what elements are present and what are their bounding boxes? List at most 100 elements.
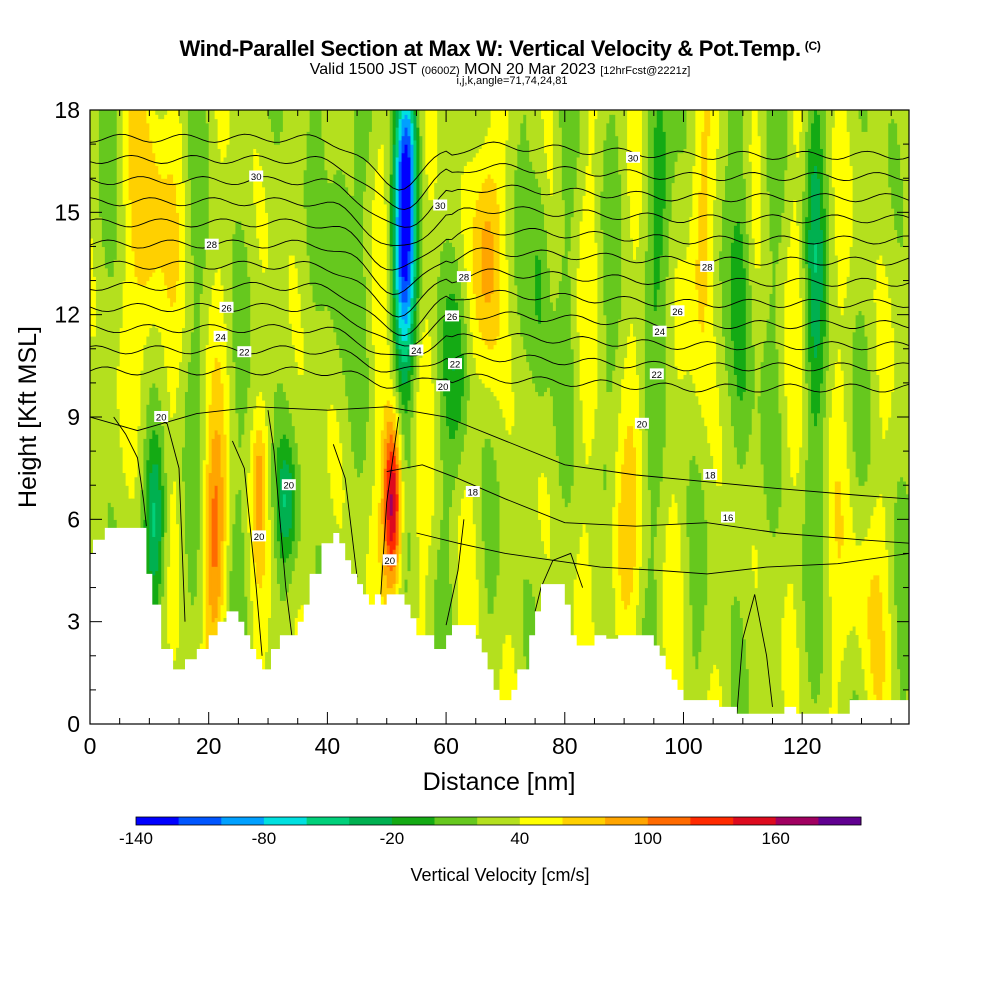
w-cell — [398, 434, 403, 461]
w-cell — [674, 502, 679, 724]
w-cell — [431, 382, 435, 516]
w-cell — [389, 468, 394, 495]
w-cell — [882, 438, 886, 508]
w-cell — [555, 297, 560, 456]
w-cell — [279, 438, 284, 469]
w-cell — [772, 536, 777, 724]
w-cell — [781, 110, 785, 213]
w-cell — [665, 110, 670, 277]
w-cell — [526, 110, 530, 141]
w-cell — [849, 506, 854, 631]
w-cell — [508, 335, 512, 435]
w-cell — [181, 446, 186, 482]
w-cell — [395, 446, 400, 465]
w-cell — [104, 267, 109, 674]
w-cell — [751, 344, 756, 410]
w-cell — [594, 118, 599, 243]
w-cell — [273, 110, 278, 145]
w-cell — [395, 225, 400, 290]
w-cell — [650, 110, 655, 724]
w-cell — [383, 110, 388, 205]
w-cell — [297, 110, 302, 294]
w-cell — [825, 110, 830, 175]
w-cell — [309, 110, 314, 286]
w-cell — [487, 438, 492, 614]
w-cell — [181, 182, 186, 329]
w-cell — [733, 225, 738, 375]
w-cell — [167, 173, 171, 299]
w-cell — [751, 237, 756, 346]
w-cell — [392, 429, 397, 444]
w-cell — [796, 472, 800, 648]
w-cell — [205, 122, 210, 239]
w-cell — [541, 472, 545, 542]
w-cell — [404, 301, 409, 324]
w-cell — [285, 399, 290, 439]
colorbar-swatch — [519, 817, 563, 825]
w-cell — [167, 110, 171, 175]
w-cell — [802, 110, 806, 192]
w-cell — [867, 527, 872, 597]
w-cell — [365, 553, 370, 606]
w-cell — [431, 110, 435, 201]
w-cell — [870, 579, 874, 674]
w-cell — [736, 220, 741, 397]
w-cell — [146, 280, 150, 337]
forecast-info: [12hrFcst@2221z] — [600, 65, 691, 77]
isentrope-label-bg — [219, 301, 234, 313]
w-cell — [523, 114, 527, 350]
w-cell — [389, 540, 394, 559]
w-cell — [582, 195, 587, 444]
w-cell — [137, 284, 142, 427]
w-cell — [425, 173, 429, 320]
w-cell — [179, 110, 183, 124]
isentrope-line — [90, 133, 909, 191]
w-cell — [544, 391, 548, 478]
w-cell — [454, 259, 459, 303]
w-cell — [552, 425, 557, 724]
w-cell — [469, 493, 474, 708]
w-cell — [392, 144, 397, 299]
w-cell — [624, 438, 628, 610]
w-cell — [739, 233, 744, 401]
w-cell — [843, 647, 848, 724]
w-cell — [538, 476, 542, 520]
w-cell — [137, 110, 142, 286]
w-cell — [757, 110, 762, 137]
w-cell — [713, 199, 717, 337]
w-cell — [713, 664, 717, 724]
w-cell — [155, 570, 159, 606]
w-cell — [404, 340, 409, 363]
w-cell — [653, 110, 658, 128]
w-cell — [398, 161, 403, 277]
w-cell — [368, 515, 373, 648]
w-cell — [422, 331, 426, 724]
w-cell — [164, 532, 168, 724]
w-cell — [276, 446, 281, 542]
w-cell — [392, 472, 397, 533]
w-cell — [389, 451, 394, 469]
w-cell — [161, 485, 165, 537]
w-cell — [861, 668, 866, 724]
w-cell — [517, 314, 521, 712]
w-cell — [526, 139, 530, 363]
w-cell — [745, 233, 750, 452]
w-cell — [787, 583, 791, 724]
w-cell — [143, 438, 147, 520]
w-cell — [271, 110, 275, 132]
w-cell — [389, 173, 394, 248]
w-cell — [793, 199, 797, 486]
w-cell — [416, 110, 420, 128]
w-cell — [481, 293, 486, 341]
colorbar-tick-label: -140 — [119, 829, 153, 848]
w-cell — [891, 208, 895, 329]
w-cell — [781, 617, 785, 691]
w-cell — [799, 110, 803, 132]
w-cell — [419, 357, 423, 724]
w-cell — [253, 442, 257, 563]
w-cell — [852, 110, 857, 333]
w-cell — [291, 344, 296, 427]
w-cell — [653, 536, 658, 580]
w-cell — [799, 131, 803, 299]
w-cell — [888, 122, 892, 188]
